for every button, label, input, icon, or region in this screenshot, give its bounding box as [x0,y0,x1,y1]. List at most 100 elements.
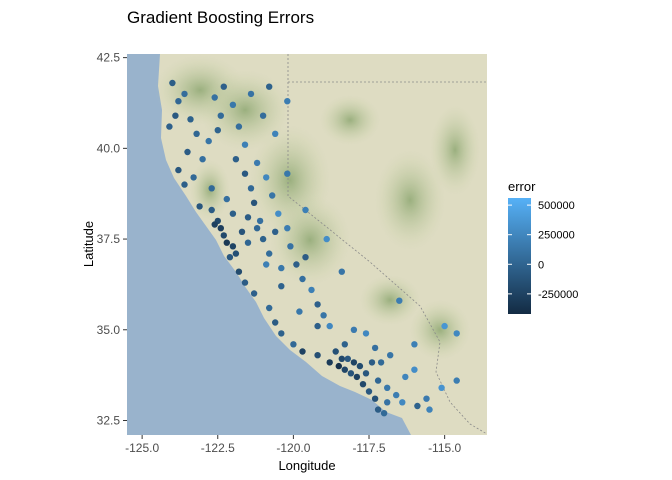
data-point [438,384,445,391]
data-point [175,166,182,174]
data-point [235,268,243,275]
data-point [244,214,252,221]
data-point [338,355,345,362]
data-point [387,352,394,359]
data-point [250,199,258,206]
data-point [259,235,267,243]
data-point [166,123,173,130]
legend-label: 500000 [538,200,575,212]
data-point [399,399,406,406]
data-point [211,221,218,228]
data-point [256,217,264,225]
x-axis: -125.0 -122.5 -120.0 -117.5 -115.0 [125,435,462,455]
data-point [247,90,255,98]
data-point [287,243,294,250]
data-point [214,127,221,134]
data-point [247,185,255,192]
data-point [350,326,358,333]
data-point [172,112,179,119]
data-point [223,195,230,203]
data-point [332,348,339,355]
data-point [371,395,379,402]
data-point [411,341,418,348]
y-tick-label: 37.5 [97,232,121,246]
data-point [229,101,237,109]
data-point [238,228,246,235]
data-point [396,297,403,304]
data-point [181,90,188,98]
data-point [423,395,430,402]
data-point [199,156,206,163]
legend-title: error [508,179,536,194]
data-point [359,381,367,388]
data-point [371,344,379,352]
basemap [127,54,487,435]
legend: error 500000 250000 0 -250000 [508,179,578,314]
legend-label: 0 [538,259,544,271]
y-tick-label: 40.0 [97,141,121,155]
data-point [320,312,327,319]
data-point [253,225,261,232]
y-axis: 32.5 35.0 37.5 40.0 42.5 [97,51,127,427]
data-point [205,137,212,145]
data-point [190,174,197,181]
data-point [453,330,460,337]
data-point [308,286,315,294]
data-point [338,268,345,275]
data-point [374,406,382,413]
data-point [350,359,358,366]
data-point [232,250,240,257]
data-point [341,366,348,373]
y-axis-title: Latitude [81,221,96,267]
data-point [193,130,200,137]
data-point [299,348,306,355]
data-point [208,185,215,192]
data-point [187,116,194,123]
data-point [278,330,285,337]
data-point [380,410,388,417]
data-point [266,250,273,257]
x-tick-label: -120.0 [276,441,310,455]
data-point [217,225,224,232]
data-point [365,388,373,395]
data-point [441,322,448,330]
y-tick-label: 42.5 [97,51,121,65]
data-point [414,402,421,410]
x-tick-label: -115.0 [428,441,461,455]
data-point [250,290,258,297]
data-point [241,141,249,148]
y-tick-label: 35.0 [97,323,121,337]
data-point [184,148,191,156]
data-point [411,366,418,373]
data-point [272,319,279,326]
data-point [302,206,309,214]
x-tick-label: -122.5 [201,441,235,455]
data-point [229,210,237,217]
x-tick-label: -117.5 [352,441,385,455]
data-point [326,359,333,366]
data-point [253,159,261,167]
data-point [226,254,234,261]
data-point [299,275,306,283]
data-point [314,322,321,330]
data-point [217,112,224,119]
data-point [377,359,385,366]
data-point [290,341,297,348]
data-point [232,156,240,163]
data-point [402,373,409,381]
data-point [266,304,273,312]
data-point [362,330,370,337]
data-point [323,235,330,243]
data-point [229,243,237,250]
legend-label: 250000 [538,230,575,242]
data-point [259,112,267,119]
data-point [284,170,291,177]
data-point [314,352,321,359]
data-point [293,261,300,268]
data-point [384,384,391,391]
data-point [278,264,285,272]
data-point [453,377,460,384]
data-point [272,130,279,137]
data-point [362,370,370,377]
